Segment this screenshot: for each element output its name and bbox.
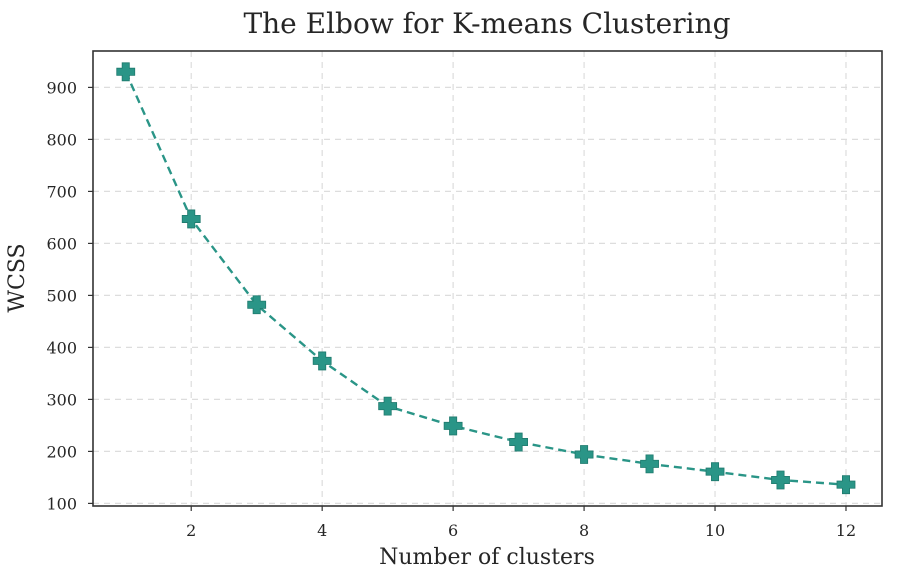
y-tick-label: 300: [46, 390, 77, 409]
plot-area-frame: [92, 50, 883, 507]
x-tick-label: 12: [836, 521, 856, 540]
y-tick-label: 900: [46, 78, 77, 97]
data-point-marker: [443, 416, 463, 436]
data-point-marker: [181, 209, 201, 229]
data-point-marker: [378, 396, 398, 416]
y-tick-label: 800: [46, 130, 77, 149]
series-layer: [116, 62, 856, 495]
data-point-marker: [509, 432, 529, 452]
x-tick-label: 6: [448, 521, 458, 540]
x-axis-label: Number of clusters: [379, 545, 595, 570]
data-point-marker: [836, 475, 856, 495]
y-tick-label: 600: [46, 234, 77, 253]
y-tick-label: 500: [46, 286, 77, 305]
y-axis-label: WCSS: [5, 243, 30, 312]
data-point-marker: [771, 470, 790, 490]
x-tick-label: 8: [579, 521, 589, 540]
grid-lines: [93, 51, 882, 506]
data-point-marker: [312, 351, 332, 371]
x-tick-label: 2: [186, 521, 196, 540]
data-point-marker: [705, 462, 725, 482]
x-tick-label: 4: [317, 521, 327, 540]
y-tick-label: 200: [46, 442, 77, 461]
data-point-marker: [574, 445, 594, 464]
data-point-marker: [116, 62, 136, 82]
y-tick-label: 400: [46, 338, 77, 357]
data-point-marker: [640, 454, 659, 474]
x-tick-label: 10: [705, 521, 725, 540]
axis-ticks: 2 4 6 8 10 12 100 200 300 400 500 600 700 800 900: [46, 78, 856, 540]
y-tick-label: 100: [46, 494, 77, 513]
y-tick-label: 700: [46, 182, 77, 201]
series-line: [124, 71, 847, 486]
data-point-marker: [247, 295, 267, 315]
chart-title: The Elbow for K-means Clustering: [243, 7, 730, 40]
